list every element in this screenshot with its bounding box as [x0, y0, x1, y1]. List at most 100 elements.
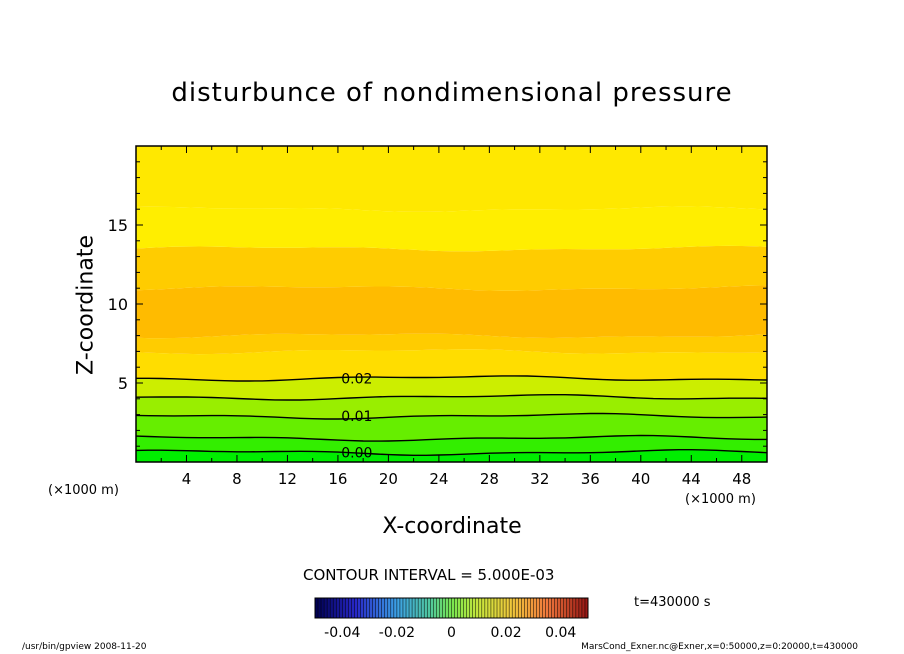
colorbar-cell — [478, 598, 483, 618]
colorbar-tick-label: 0.04 — [545, 625, 576, 641]
colorbar-cell — [466, 598, 470, 618]
contour-line — [136, 375, 768, 382]
colorbar-cell — [324, 598, 328, 618]
colorbar-cell — [321, 598, 325, 618]
colorbar-cell — [396, 598, 401, 618]
colorbar-cell — [436, 598, 440, 618]
colorbar-cell — [348, 598, 352, 618]
colorbar-cell — [536, 598, 540, 618]
colorbar-cell — [406, 598, 410, 618]
colorbar-tick-label: 0.02 — [491, 625, 522, 641]
colorbar-cell — [457, 598, 461, 618]
colorbar-tick-label: -0.04 — [324, 625, 360, 641]
colorbar-cell — [581, 598, 586, 618]
colorbar-frame — [314, 597, 589, 619]
colorbar-cell — [448, 598, 452, 618]
colorbar-cell — [427, 598, 431, 618]
colorbar-cell — [384, 598, 389, 618]
colorbar-cell — [572, 598, 577, 618]
colorbar-cell — [399, 598, 404, 618]
colorbar-cell — [563, 598, 568, 618]
colorbar-cell — [578, 598, 583, 618]
colorbar-cell — [542, 598, 546, 618]
colorbar-cell — [424, 598, 428, 618]
x-tick-label: 16 — [328, 470, 347, 488]
colorbar-cell — [354, 598, 358, 618]
chart-title: disturbunce of nondimensional pressure — [171, 78, 733, 108]
time-label: t=430000 s — [634, 595, 711, 610]
colorbar-cell — [548, 598, 552, 618]
colorbar-cell — [490, 598, 495, 618]
colorbar-cell — [315, 598, 319, 618]
x-tick-label: 44 — [682, 470, 701, 488]
x-tick-label: 32 — [530, 470, 549, 488]
colorbar-cell — [418, 598, 422, 618]
x-tick-label: 12 — [278, 470, 297, 488]
colorbar-cell — [569, 598, 574, 618]
colorbar-cell — [524, 598, 528, 618]
contour-line — [135, 449, 768, 456]
colorbar-cell — [500, 598, 504, 618]
colorbar — [314, 597, 589, 619]
y-tick-label: 15 — [108, 216, 128, 235]
field-band — [136, 245, 767, 291]
x-tick-label: 24 — [429, 470, 448, 488]
field-band — [136, 146, 767, 212]
colorbar-tick-labels: -0.04 -0.02 0 0.02 0.04 — [324, 625, 576, 641]
colorbar-cell — [475, 598, 480, 618]
x-ticks: 4 8 12 16 20 24 28 32 36 40 44 48 — [135, 146, 768, 488]
colorbar-cell — [342, 598, 346, 618]
colorbar-cell — [387, 598, 392, 618]
colorbar-cell — [487, 598, 492, 618]
field-band — [136, 285, 767, 339]
colorbar-cell — [439, 598, 443, 618]
x-unit-right: (×1000 m) — [685, 492, 756, 507]
colorbar-cell — [390, 598, 395, 618]
field-band — [136, 375, 767, 400]
colorbar-cell — [378, 598, 383, 618]
contour-label: 0.01 — [341, 409, 372, 425]
contour-line — [135, 394, 768, 401]
x-tick-label: 36 — [581, 470, 600, 488]
colorbar-cell — [506, 598, 510, 618]
contour-label: 0.02 — [341, 371, 372, 387]
colorbar-cell — [357, 598, 361, 618]
colorbar-cell — [415, 598, 419, 618]
x-tick-label: 48 — [732, 470, 751, 488]
colorbar-cell — [554, 598, 558, 618]
x-axis-label: X-coordinate — [0, 514, 904, 539]
colorbar-cell — [409, 598, 413, 618]
colorbar-cell — [369, 598, 373, 618]
colorbar-cell — [463, 598, 467, 618]
x-tick-label: 28 — [480, 470, 499, 488]
colorbar-cell — [454, 598, 458, 618]
colorbar-cell — [460, 598, 464, 618]
field-band — [136, 435, 767, 456]
field-band — [136, 206, 767, 252]
contour-lines — [135, 375, 768, 456]
colorbar-cell — [333, 598, 337, 618]
contour-label: 0.00 — [341, 446, 372, 462]
y-tick-label: 5 — [118, 374, 128, 393]
colorbar-cell — [472, 598, 477, 618]
field-band — [136, 413, 767, 442]
field-band — [136, 333, 767, 355]
colorbar-cell — [484, 598, 489, 618]
colorbar-cell — [402, 598, 407, 618]
colorbar-tick-label: 0 — [447, 625, 456, 641]
colorbar-cell — [412, 598, 416, 618]
colorbar-cell — [584, 598, 589, 618]
colorbar-cell — [363, 598, 367, 618]
colorbar-cell — [557, 598, 561, 618]
colorbar-cell — [521, 598, 525, 618]
colorbar-cell — [545, 598, 549, 618]
colorbar-cell — [530, 598, 534, 618]
colorbar-cell — [430, 598, 434, 618]
x-tick-label: 20 — [379, 470, 398, 488]
colorbar-cell — [327, 598, 331, 618]
footer-right: MarsCond_Exner.nc@Exner,x=0:50000,z=0:20… — [581, 642, 858, 652]
y-tick-label: 10 — [108, 295, 128, 314]
contour-line — [135, 412, 768, 420]
colorbar-cell — [527, 598, 531, 618]
